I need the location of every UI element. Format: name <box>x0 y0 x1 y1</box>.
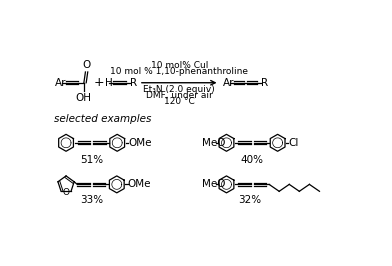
Text: +: + <box>94 76 105 89</box>
Text: MeO: MeO <box>202 179 226 189</box>
Text: Ar: Ar <box>55 78 67 88</box>
Text: 120 °C: 120 °C <box>164 98 194 106</box>
Text: OMe: OMe <box>128 179 151 189</box>
Text: 40%: 40% <box>241 155 263 165</box>
Text: 10 mol % 1,10-phenanthroline: 10 mol % 1,10-phenanthroline <box>110 68 248 76</box>
Text: O: O <box>82 60 90 70</box>
Text: 10 mol% CuI: 10 mol% CuI <box>151 61 208 70</box>
Text: R: R <box>261 78 268 88</box>
Text: 33%: 33% <box>80 195 103 205</box>
Text: O: O <box>63 188 69 197</box>
Text: OH: OH <box>76 93 92 103</box>
Text: OMe: OMe <box>128 138 152 148</box>
Text: MeO: MeO <box>202 138 226 148</box>
Text: Cl: Cl <box>289 138 299 148</box>
Text: 51%: 51% <box>80 155 103 165</box>
Text: 32%: 32% <box>238 195 261 205</box>
Text: selected examples: selected examples <box>54 114 151 124</box>
Text: Ar: Ar <box>223 78 235 88</box>
Text: DMF, under air: DMF, under air <box>146 91 212 100</box>
Text: Et₃N (2.0 equiv): Et₃N (2.0 equiv) <box>143 85 215 94</box>
Text: R: R <box>130 78 137 88</box>
Text: H: H <box>105 78 113 88</box>
